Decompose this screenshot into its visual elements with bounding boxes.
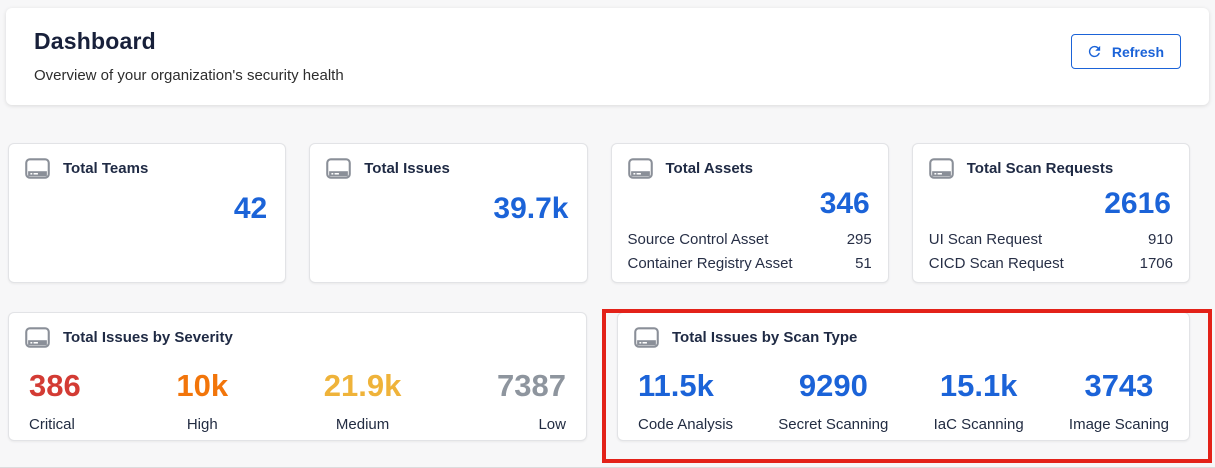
refresh-button-label: Refresh xyxy=(1111,43,1164,60)
stat-card-value: 42 xyxy=(233,192,268,225)
medium-count: 21.9k xyxy=(323,368,402,403)
secret-scanning-count: 9290 xyxy=(798,368,868,403)
breakdown-label: Source Control Asset xyxy=(627,231,769,248)
stat-card-breakdown: Source Control Asset 295 Container Regis… xyxy=(628,228,872,276)
storage-drive-icon xyxy=(928,158,954,179)
scan-type-metrics: 11.5k Code Analysis 9290 Secret Scanning… xyxy=(634,368,1173,433)
stat-card-title: Total Scan Requests xyxy=(966,160,1114,177)
refresh-button[interactable]: Refresh xyxy=(1070,34,1181,69)
stat-card-value: 39.7k xyxy=(493,192,569,225)
code-analysis-label: Code Analysis xyxy=(638,415,734,433)
low-count: 7387 xyxy=(497,368,566,403)
critical-count: 386 xyxy=(29,368,81,403)
iac-scanning-label: IaC Scanning xyxy=(933,415,1024,433)
breakdown-row: CICD Scan Request 1706 xyxy=(929,252,1173,276)
breakdown-value: 910 xyxy=(1147,231,1173,248)
stat-card-title: Total Assets xyxy=(665,160,754,177)
scan-metric-code-analysis: 11.5k Code Analysis xyxy=(638,368,734,433)
high-label: High xyxy=(186,415,218,433)
scan-metric-secret-scanning: 9290 Secret Scanning xyxy=(778,368,889,433)
secret-scanning-label: Secret Scanning xyxy=(778,415,889,433)
issues-by-severity-card: Total Issues by Severity 386 Critical 10… xyxy=(8,312,587,441)
code-analysis-count: 11.5k xyxy=(638,368,714,403)
stat-card-value: 346 xyxy=(819,187,870,220)
breakdown-row: Source Control Asset 295 xyxy=(628,228,872,252)
severity-metric-critical: 386 Critical xyxy=(29,368,81,433)
issues-by-scan-type-card: Total Issues by Scan Type 11.5k Code Ana… xyxy=(617,312,1190,441)
storage-drive-icon xyxy=(25,158,50,179)
breakdown-row: UI Scan Request 910 xyxy=(929,228,1173,252)
stat-card-breakdown: UI Scan Request 910 CICD Scan Request 17… xyxy=(929,228,1173,276)
page-subtitle: Overview of your organization's security… xyxy=(34,67,344,84)
breakdown-row: Container Registry Asset 51 xyxy=(628,252,872,276)
breakdown-label: UI Scan Request xyxy=(928,231,1043,248)
scan-metric-image-scanning: 3743 Image Scaning xyxy=(1068,368,1169,433)
page-header-text: Dashboard Overview of your organization'… xyxy=(34,28,344,84)
stat-card-title: Total Teams xyxy=(63,160,149,177)
high-count: 10k xyxy=(176,368,229,403)
low-label: Low xyxy=(538,415,566,433)
page-title: Dashboard xyxy=(34,28,156,54)
severity-metric-medium: 21.9k Medium xyxy=(323,368,402,433)
medium-label: Medium xyxy=(335,415,390,433)
stat-card-total-assets: Total Assets 346 Source Control Asset 29… xyxy=(610,143,889,283)
iac-scanning-count: 15.1k xyxy=(939,368,1018,403)
storage-drive-icon xyxy=(326,158,352,179)
image-scanning-label: Image Scaning xyxy=(1068,415,1169,433)
breakdown-value: 1706 xyxy=(1139,255,1173,272)
severity-metrics: 386 Critical 10k High 21.9k Medium 7387 … xyxy=(25,368,570,433)
severity-card-title: Total Issues by Severity xyxy=(63,329,233,346)
stat-card-total-issues: Total Issues 39.7k xyxy=(309,143,588,283)
stat-card-value: 2616 xyxy=(1104,187,1171,220)
storage-drive-icon xyxy=(25,327,50,348)
storage-drive-icon xyxy=(634,327,659,348)
scan-metric-iac-scanning: 15.1k IaC Scanning xyxy=(933,368,1024,433)
breakdown-label: Container Registry Asset xyxy=(627,255,793,272)
critical-label: Critical xyxy=(29,415,75,433)
breakdown-value: 295 xyxy=(846,231,872,248)
page-header: Dashboard Overview of your organization'… xyxy=(6,8,1209,105)
summary-cards-row: Total Issues by Severity 386 Critical 10… xyxy=(8,312,1190,441)
refresh-icon xyxy=(1086,43,1103,60)
severity-metric-low: 7387 Low xyxy=(497,368,566,433)
breakdown-label: CICD Scan Request xyxy=(928,255,1064,272)
breakdown-value: 51 xyxy=(855,255,872,272)
stat-card-total-teams: Total Teams 42 xyxy=(8,143,287,283)
stat-card-total-scan-requests: Total Scan Requests 2616 UI Scan Request… xyxy=(911,143,1190,283)
storage-drive-icon xyxy=(627,158,653,179)
severity-metric-high: 10k High xyxy=(176,368,229,433)
stat-card-title: Total Issues xyxy=(364,160,450,177)
stat-cards-row: Total Teams 42 Total Issues 39.7k xyxy=(8,143,1190,283)
scan-type-card-title: Total Issues by Scan Type xyxy=(672,329,858,346)
image-scanning-count: 3743 xyxy=(1084,368,1154,403)
